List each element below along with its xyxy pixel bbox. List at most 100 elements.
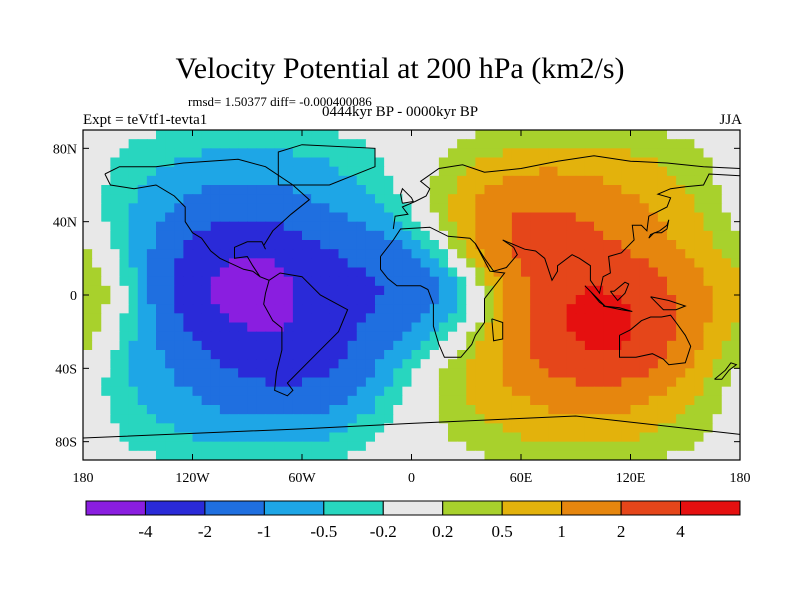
field-cell [137,432,148,443]
field-cell [92,395,102,406]
field-cell [402,130,413,140]
field-cell [448,423,458,434]
field-cell [594,139,604,149]
field-cell [502,322,513,333]
field-cell [229,395,239,406]
field-cell [375,230,385,241]
field-cell [539,423,549,434]
field-cell [274,194,285,204]
field-cell [265,139,276,149]
field-cell [566,240,577,250]
field-cell [502,212,513,223]
field-cell [584,139,595,149]
field-cell [703,148,714,159]
field-cell [612,432,622,443]
field-cell [511,148,522,159]
field-cell [438,322,449,333]
field-cell [201,386,212,397]
field-cell [667,148,677,159]
field-cell [210,285,221,296]
field-cell [101,313,111,324]
field-cell [475,350,486,360]
field-cell [265,203,276,214]
field-cell [119,240,130,250]
field-cell [712,405,723,415]
field-cell [594,276,604,287]
field-cell [621,322,632,333]
field-cell [320,285,330,296]
field-cell [685,230,695,241]
field-cell [475,304,486,314]
field-cell [274,221,285,232]
field-cell [584,331,595,342]
field-cell [575,340,586,351]
field-cell [101,130,111,140]
field-cell [511,405,522,415]
period-subtitle: 0444kyr BP - 0000kyr BP [321,104,479,120]
field-cell [448,368,458,379]
field-cell [521,203,531,214]
field-cell [603,350,613,360]
field-cell [338,340,349,351]
field-cell [256,276,267,287]
field-cell [557,276,568,287]
field-cell [694,414,705,424]
field-cell [730,194,740,204]
field-cell [511,185,522,195]
field-cell [685,359,695,369]
field-cell [402,340,413,351]
field-cell [165,414,175,424]
field-cell [192,414,203,424]
field-cell [329,276,340,287]
field-cell [101,350,111,360]
field-cell [712,322,723,333]
field-cell [676,139,686,149]
field-cell [429,285,440,296]
field-cell [365,175,376,186]
field-cell [119,432,130,443]
field-cell [721,139,732,149]
field-cell [365,230,376,241]
field-cell [165,386,175,397]
field-cell [530,166,540,177]
field-cell [466,285,476,296]
field-cell [238,212,248,223]
field-cell [584,304,595,314]
field-cell [676,359,686,369]
field-cell [429,441,440,452]
field-cell [639,441,650,452]
field-cell [356,359,367,369]
field-cell [311,368,321,379]
field-cell [201,395,212,406]
field-cell [411,405,422,415]
field-cell [438,221,449,232]
field-cell [566,414,577,424]
field-cell [438,395,449,406]
field-cell [375,395,385,406]
field-cell [156,377,166,388]
field-cell [192,313,203,324]
field-cell [311,258,321,269]
field-cell [493,395,504,406]
field-cell [639,230,650,241]
field-cell [694,212,705,223]
field-cell [493,249,504,259]
field-cell [457,331,467,342]
field-cell [119,249,130,259]
field-cell [557,432,568,443]
field-cell [685,185,695,195]
field-cell [438,185,449,195]
field-cell [521,194,531,204]
field-cell [229,386,239,397]
field-cell [165,368,175,379]
coastline [392,155,740,230]
field-cell [566,386,577,397]
field-cell [238,185,248,195]
field-cell [338,221,349,232]
field-cell [648,249,659,259]
field-cell [575,395,586,406]
field-cell [256,148,267,159]
field-cell [201,441,212,452]
field-cell [292,230,303,241]
field-cell [584,258,595,269]
